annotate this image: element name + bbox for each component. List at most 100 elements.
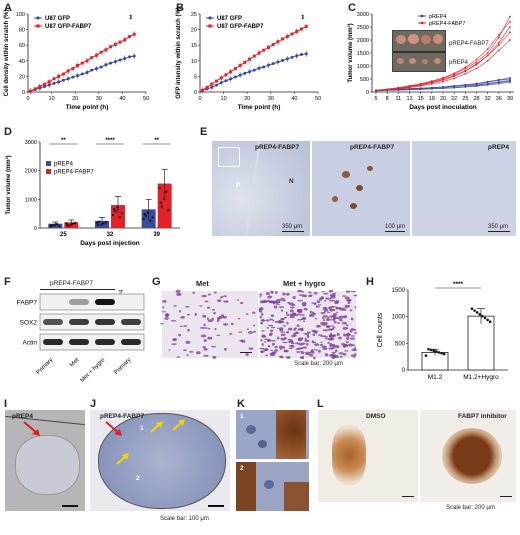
g-label-met: Met: [196, 279, 209, 288]
blot-lane-label: Met: [69, 357, 81, 369]
chart-b-legend-marker: [208, 24, 212, 28]
chart-b-point: [276, 40, 280, 44]
chart-c-point: [442, 76, 444, 79]
cv-cell: [308, 353, 314, 357]
cv-cell: [214, 328, 217, 330]
blot-band: [121, 339, 141, 345]
chart-c-point: [497, 78, 500, 81]
ihc-image-e1: [212, 141, 310, 236]
stain-image-dmso: [318, 410, 418, 502]
cv-cell: [160, 323, 164, 325]
blot-band: [69, 339, 89, 345]
cv-cell: [328, 334, 334, 338]
chart-a-point: [123, 56, 127, 60]
yellow-arrow-icon-2: [172, 419, 185, 431]
blot-group-label: pREP4-FABP7: [50, 280, 93, 287]
chart-d-dot: [65, 222, 68, 225]
cv-cell: [266, 338, 271, 342]
chart-c-point: [453, 85, 456, 88]
cv-cell: [297, 289, 303, 293]
chart-a-xtick-label: 40: [119, 96, 125, 102]
chart-b-point: [205, 85, 209, 89]
chart-a-point: [94, 53, 98, 57]
chart-d-ytick-label: 2000: [25, 169, 37, 175]
cv-cell: [316, 300, 321, 303]
chart-b-point: [285, 34, 289, 38]
cv-cell: [240, 301, 244, 304]
cv-cell: [261, 318, 265, 322]
cv-cell: [201, 294, 208, 298]
chart-c-point: [486, 48, 489, 50]
cv-cell: [270, 314, 275, 317]
chart-a-point: [118, 58, 122, 62]
red-arrow-icon: [23, 421, 40, 436]
chart-b-point: [281, 58, 285, 62]
chart-d-dot: [98, 220, 101, 223]
l2-scalebar-line: [500, 496, 512, 497]
chart-b-ylabel: GFP intensity within scratch (%): [176, 7, 182, 99]
cv-cell: [275, 290, 278, 295]
chart-b-point: [281, 37, 285, 41]
cv-cell: [323, 336, 329, 338]
crystal-violet-met-hygro: [258, 289, 358, 360]
chart-a-xtick-label: 50: [143, 96, 149, 102]
panel-label-g: G: [152, 276, 161, 288]
cv-cell: [290, 344, 295, 348]
chart-h-dot: [440, 351, 443, 355]
cv-cell: [337, 316, 343, 320]
chart-c-point: [486, 59, 489, 62]
cv-cell: [346, 336, 350, 340]
cv-cell: [327, 342, 331, 344]
cv-cell: [202, 346, 206, 349]
cv-cell: [287, 301, 291, 304]
cv-cell: [332, 317, 336, 321]
blot-lane-label: Primary: [114, 357, 133, 376]
e3-scalebar: 350 μm: [488, 224, 509, 230]
cv-cell: [245, 313, 249, 315]
chart-a-point: [132, 32, 136, 36]
cv-cell: [286, 292, 290, 296]
j-region-2: 2: [136, 475, 140, 482]
cv-cell: [342, 352, 347, 356]
chart-c-point: [509, 15, 511, 18]
cv-cell: [297, 299, 303, 302]
cv-cell: [311, 329, 317, 332]
chart-a-point: [33, 87, 37, 91]
chart-c-point: [408, 85, 411, 88]
cv-cell: [334, 344, 340, 349]
chart-b-point: [262, 48, 266, 52]
cv-cell: [278, 345, 284, 349]
cv-cell: [282, 292, 286, 296]
cv-cell: [269, 329, 274, 332]
chart-a-ytick-label: 100: [16, 12, 25, 18]
cv-cell: [322, 319, 326, 322]
chart-d-dot: [116, 206, 119, 209]
blot-band: [69, 319, 89, 325]
cv-cell: [237, 317, 241, 320]
chart-a-ylabel: Cell density within scratch (%): [4, 10, 10, 97]
chart-b-point: [285, 57, 289, 61]
l-label-dmso: DMSO: [366, 413, 386, 420]
panel-label-l: L: [317, 398, 324, 410]
cv-cell: [354, 306, 357, 309]
chart-d-sig: **: [154, 138, 159, 144]
chart-d: 0 1000 2000 3000 25 ** 32 **** 39 ** Days post inj…: [5, 138, 180, 247]
chart-h-ylabel: Cell counts: [377, 312, 384, 347]
cv-cell: [295, 331, 299, 335]
chart-d-legend-swatch: [46, 161, 51, 166]
chart-c-xtick-label: 39: [507, 96, 513, 102]
blot-lane-label: Met + hygro: [80, 357, 107, 384]
cv-cell: [268, 333, 272, 337]
cv-cell: [162, 306, 165, 309]
cv-cell: [287, 338, 292, 341]
cv-cell: [207, 327, 211, 330]
chart-c-ytick-label: 2000: [357, 38, 369, 44]
cv-cell: [301, 294, 305, 298]
cv-cell: [223, 295, 228, 297]
cv-cell: [331, 351, 336, 354]
l-label-inhibitor: FABP7 inhibitor: [458, 413, 507, 420]
cv-cell: [211, 308, 216, 311]
cv-cell: [349, 309, 353, 312]
cv-cell: [316, 325, 320, 328]
chart-b-xtick-label: 10: [221, 96, 227, 102]
